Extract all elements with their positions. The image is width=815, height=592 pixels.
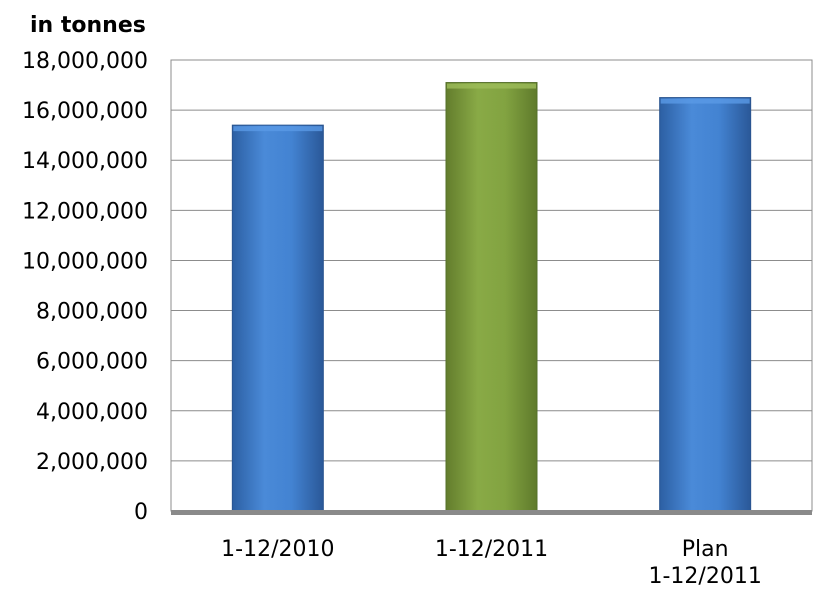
x-tick-label: 1-12/2010 <box>221 537 334 562</box>
y-tick-label: 0 <box>134 500 148 525</box>
x-tick-label: Plan 1-12/2011 <box>648 537 761 589</box>
unit-label: in tonnes <box>30 13 146 38</box>
y-tick-label: 10,000,000 <box>22 249 148 274</box>
y-tick-label: 12,000,000 <box>22 199 148 224</box>
bar <box>659 97 752 512</box>
bar-highlight <box>447 83 536 89</box>
x-tick-label: 1-12/2011 <box>435 537 548 562</box>
y-axis-ticks: 0 2,000,000 4,000,000 6,000,000 8,000,000 10,… <box>22 49 148 525</box>
y-tick-label: 16,000,000 <box>22 99 148 124</box>
x-axis-line <box>171 510 812 515</box>
y-tick-label: 18,000,000 <box>22 49 148 74</box>
y-tick-label: 8,000,000 <box>36 300 148 325</box>
y-tick-label: 4,000,000 <box>36 400 148 425</box>
x-axis-labels: 1-12/2010 1-12/2011 Plan 1-12/2011 <box>221 537 762 589</box>
bar-highlight <box>660 98 750 104</box>
bars <box>171 82 812 515</box>
y-tick-label: 2,000,000 <box>36 450 148 475</box>
bar-highlight <box>233 126 323 132</box>
y-tick-label: 6,000,000 <box>36 350 148 375</box>
bar <box>231 124 324 512</box>
bar <box>445 82 538 512</box>
y-tick-label: 14,000,000 <box>22 149 148 174</box>
